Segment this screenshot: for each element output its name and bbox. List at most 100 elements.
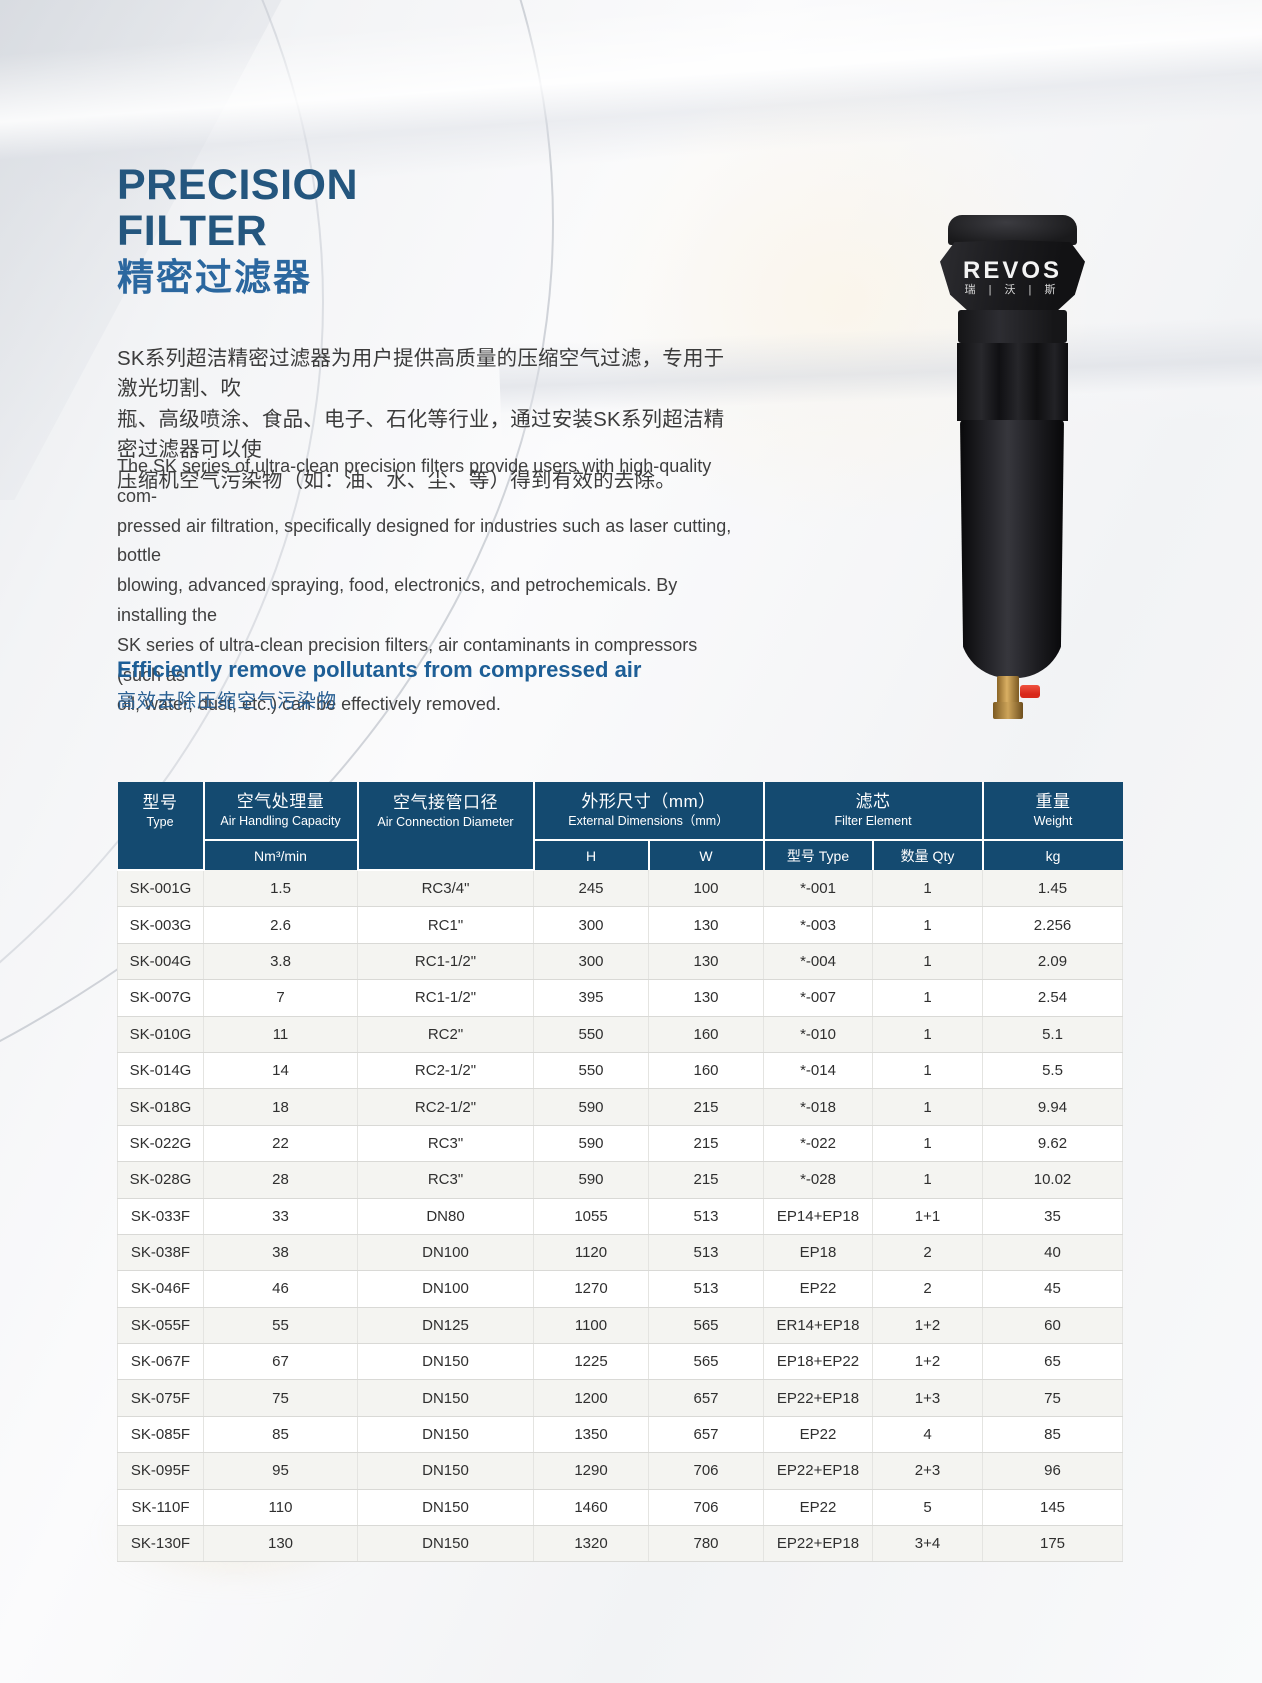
table-cell: DN150 (357, 1489, 534, 1527)
table-cell: 1120 (533, 1234, 649, 1272)
table-cell: 2 (872, 1270, 984, 1308)
spec-table: 型号 Type 空气处理量 Air Handling Capacity 空气接管… (117, 782, 1124, 1563)
table-cell: 706 (648, 1489, 764, 1527)
table-cell: 513 (648, 1234, 764, 1272)
table-cell: 215 (648, 1088, 764, 1126)
table-row: SK-110F 110 DN150 1460 706 EP22 5 145 (117, 1489, 1124, 1527)
page-title-chinese: 精密过滤器 (117, 257, 312, 298)
table-row: SK-067F 67 DN150 1225 565 EP18+EP22 1+2 65 (117, 1343, 1124, 1381)
table-cell: RC1" (357, 906, 534, 944)
table-cell: 1350 (533, 1416, 649, 1454)
subheader-weight-unit: kg (981, 839, 1123, 870)
table-cell: 1055 (533, 1198, 649, 1235)
table-cell: 75 (982, 1379, 1124, 1417)
table-cell: 2.6 (203, 906, 358, 944)
table-cell: 9.62 (982, 1125, 1124, 1163)
drain-nut (993, 702, 1023, 719)
col-header-diameter: 空气接管口径 Air Connection Diameter (356, 782, 535, 871)
text-line: 压缩机空气污染物（如：油、水、尘、等）得到有效的去除。 (117, 468, 676, 492)
table-row: SK-046F 46 DN100 1270 513 EP22 2 45 (117, 1270, 1124, 1308)
table-cell: DN150 (357, 1416, 534, 1454)
table-cell: 1 (872, 1125, 984, 1163)
table-cell: 65 (982, 1343, 1124, 1381)
table-cell: 160 (648, 1016, 764, 1053)
table-row: SK-014G 14 RC2-1/2" 550 160 *-014 1 5.5 (117, 1052, 1124, 1090)
table-cell: 513 (648, 1198, 764, 1235)
table-cell: 657 (648, 1416, 764, 1454)
table-row: SK-003G 2.6 RC1" 300 130 *-003 1 2.256 (117, 906, 1124, 944)
table-cell: 2 (872, 1234, 984, 1272)
table-cell: 1 (872, 979, 984, 1017)
table-cell: 706 (648, 1452, 764, 1490)
table-cell: 3+4 (872, 1525, 984, 1563)
table-cell: 1+2 (872, 1307, 984, 1345)
table-cell: DN150 (357, 1379, 534, 1417)
table-cell: 215 (648, 1161, 764, 1199)
table-row: SK-007G 7 RC1-1/2" 395 130 *-007 1 2.54 (117, 979, 1124, 1017)
table-cell: *-028 (763, 1161, 873, 1199)
table-cell: 2.09 (982, 943, 1124, 981)
table-cell: 1270 (533, 1270, 649, 1308)
table-cell: RC1-1/2" (357, 943, 534, 981)
table-cell: DN150 (357, 1343, 534, 1381)
table-cell: 780 (648, 1525, 764, 1563)
subheader-capacity-unit: Nm³/min (202, 839, 359, 870)
table-row: SK-085F 85 DN150 1350 657 EP22 4 85 (117, 1416, 1124, 1454)
table-cell: 245 (533, 870, 649, 908)
table-cell: *-001 (763, 870, 873, 908)
table-cell: 513 (648, 1270, 764, 1308)
table-cell: 38 (203, 1234, 358, 1272)
table-cell: 22 (203, 1125, 358, 1163)
tagline-chinese: 高效去除压缩空气污染物 (117, 691, 338, 712)
table-cell: RC3/4" (357, 870, 534, 908)
text-line: oil, water, dust, etc.) can be effective… (117, 694, 501, 715)
table-cell: EP14+EP18 (763, 1198, 873, 1235)
table-cell: 657 (648, 1379, 764, 1417)
table-cell: EP22 (763, 1270, 873, 1308)
table-cell: EP22+EP18 (763, 1525, 873, 1563)
table-cell: RC2" (357, 1016, 534, 1053)
table-cell: 85 (203, 1416, 358, 1454)
table-cell: 33 (203, 1198, 358, 1235)
text-line: blowing, advanced spraying, food, electr… (117, 575, 678, 625)
table-cell: SK-046F (117, 1270, 204, 1308)
table-cell: 550 (533, 1016, 649, 1053)
table-cell: 1 (872, 1088, 984, 1126)
col-header-element: 滤芯 Filter Element (762, 782, 984, 841)
table-cell: 2.54 (982, 979, 1124, 1017)
table-cell: 130 (648, 906, 764, 944)
table-cell: SK-085F (117, 1416, 204, 1454)
table-cell: SK-010G (117, 1016, 204, 1053)
subheader-element-type: 型号 Type (762, 839, 874, 870)
drain-fitting (997, 676, 1019, 704)
filter-rib-section (957, 343, 1068, 421)
table-cell: 1460 (533, 1489, 649, 1527)
table-cell: 28 (203, 1161, 358, 1199)
table-cell: 10.02 (982, 1161, 1124, 1199)
table-cell: 11 (203, 1016, 358, 1053)
spec-table-header: 型号 Type 空气处理量 Air Handling Capacity 空气接管… (117, 782, 1123, 871)
table-cell: 5 (872, 1489, 984, 1527)
table-cell: *-004 (763, 943, 873, 981)
product-image: REVOS 瑞 | 沃 | 斯 (940, 215, 1088, 720)
table-row: SK-130F 130 DN150 1320 780 EP22+EP18 3+4 175 (117, 1525, 1124, 1563)
table-cell: 2+3 (872, 1452, 984, 1490)
subheader-element-qty: 数量 Qty (871, 839, 984, 870)
table-row: SK-022G 22 RC3" 590 215 *-022 1 9.62 (117, 1125, 1124, 1163)
filter-bowl (960, 420, 1064, 678)
table-cell: 95 (203, 1452, 358, 1490)
table-cell: RC1-1/2" (357, 979, 534, 1017)
table-cell: 60 (982, 1307, 1124, 1345)
table-cell: *-014 (763, 1052, 873, 1090)
table-cell: SK-095F (117, 1452, 204, 1490)
table-cell: SK-033F (117, 1198, 204, 1235)
text-line: SK系列超洁精密过滤器为用户提供高质量的压缩空气过滤，专用于激光切割、吹 (117, 347, 725, 401)
text-line: The SK series of ultra-clean precision f… (117, 456, 712, 506)
table-cell: 130 (648, 943, 764, 981)
table-cell: 1 (872, 870, 984, 908)
table-cell: SK-004G (117, 943, 204, 981)
table-cell: 4 (872, 1416, 984, 1454)
table-cell: 590 (533, 1125, 649, 1163)
table-cell: 1.45 (982, 870, 1124, 908)
